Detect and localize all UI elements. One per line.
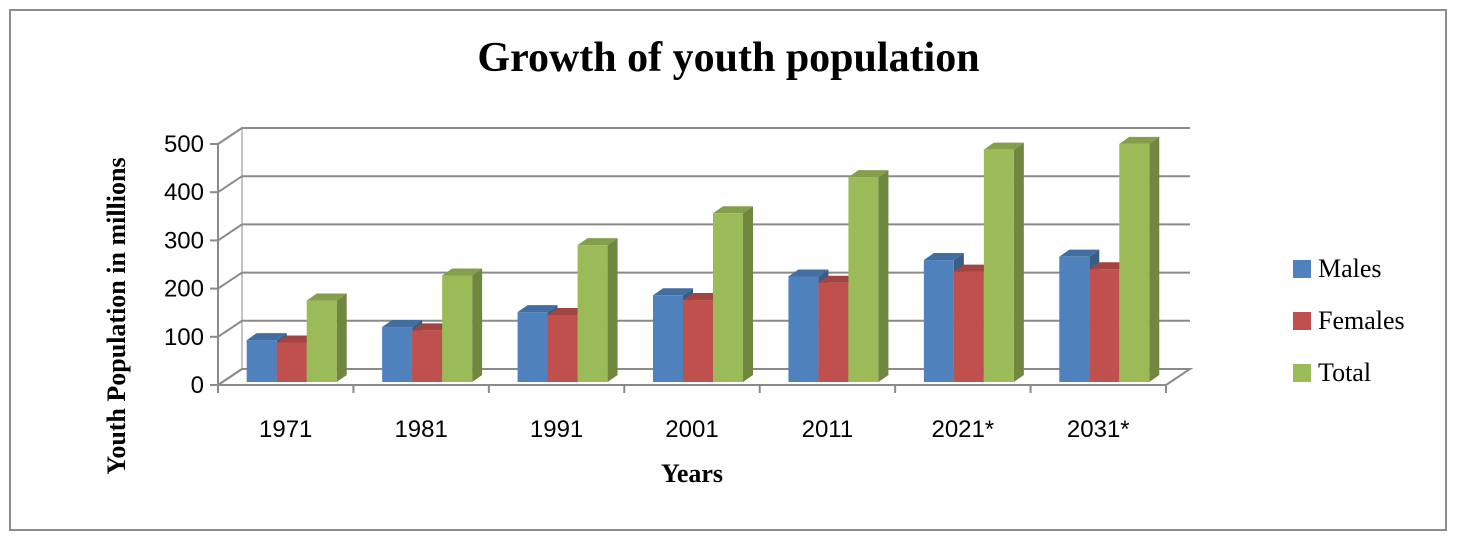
bar-front	[306, 300, 337, 382]
legend-label: Total	[1318, 358, 1372, 387]
bar-top	[653, 288, 693, 296]
x-tick-label: 2011	[802, 416, 854, 443]
bar-front	[818, 282, 849, 382]
bar-front	[517, 312, 548, 382]
legend-swatch	[1293, 312, 1311, 330]
bar-front	[246, 340, 277, 382]
bar-top	[517, 305, 558, 313]
bar-top	[382, 320, 423, 328]
bar-top	[577, 238, 618, 246]
tick-labels: 0 100 200 300 400 500 1971 1981 1991 2001 2011 2021…	[164, 131, 1130, 443]
bar-top	[442, 268, 483, 276]
bar-front	[953, 271, 984, 382]
bar-top	[713, 206, 753, 214]
bar-total-2001	[713, 206, 753, 382]
bar-front	[1059, 256, 1090, 382]
bars	[246, 136, 1160, 382]
legend-item-males: Males	[1293, 243, 1405, 295]
bar-front	[713, 213, 743, 382]
y-tick-label: 200	[164, 276, 204, 303]
bar-front	[577, 245, 608, 382]
legend-item-females: Females	[1293, 295, 1405, 347]
bar-front	[653, 295, 683, 382]
bar-side	[878, 170, 889, 382]
gridline	[217, 223, 1190, 242]
bar-top	[848, 170, 889, 178]
gridline	[217, 127, 1190, 145]
bar-front	[848, 177, 879, 382]
bar-front	[923, 260, 954, 382]
x-tick-label: 2031*	[1067, 416, 1130, 443]
bar-front	[683, 300, 713, 382]
x-tick-label: 1971	[259, 416, 312, 443]
bar-top	[788, 269, 829, 277]
bar-total-2011	[848, 170, 889, 382]
bar-side	[472, 268, 483, 382]
gridline	[217, 175, 1190, 194]
bar-side	[336, 293, 347, 382]
bar-top	[306, 293, 347, 301]
bar-total-1991	[577, 238, 618, 382]
bar-top	[923, 253, 964, 261]
legend-label: Females	[1318, 306, 1405, 335]
y-tick-label: 100	[164, 324, 204, 351]
x-tick-label: 2021*	[931, 416, 994, 443]
bar-side	[1013, 142, 1024, 382]
legend: Males Females Total	[1293, 243, 1405, 399]
bar-total-1981	[442, 268, 483, 382]
bar-front	[1119, 143, 1150, 382]
bar-front	[442, 275, 473, 382]
bar-top	[1119, 136, 1160, 144]
bar-top	[983, 142, 1024, 150]
axes	[210, 128, 1167, 393]
gridline	[217, 271, 1190, 290]
bar-side	[1149, 136, 1160, 382]
chart-title: Growth of youth population	[477, 35, 980, 81]
bar-front	[382, 327, 413, 382]
bar-side	[607, 238, 618, 382]
x-tick-label: 1981	[394, 416, 447, 443]
bar-front	[276, 342, 307, 382]
legend-item-total: Total	[1293, 347, 1405, 399]
x-axis-label: Years	[660, 459, 724, 488]
bar-front	[1089, 269, 1120, 382]
bar-total-2021*	[983, 142, 1024, 382]
bar-total-2031*	[1119, 136, 1160, 382]
bar-side	[743, 206, 753, 382]
legend-label: Males	[1318, 254, 1382, 283]
y-tick-label: 400	[164, 179, 204, 206]
y-tick-label: 500	[164, 131, 204, 158]
legend-swatch	[1293, 364, 1311, 382]
bar-top	[246, 333, 287, 341]
bar-total-1971	[306, 293, 347, 382]
legend-swatch	[1293, 260, 1311, 278]
bar-front	[983, 149, 1014, 382]
x-tick-label: 2001	[665, 416, 718, 443]
bar-front	[547, 315, 578, 382]
bar-front	[412, 330, 443, 382]
y-tick-label: 300	[164, 227, 204, 254]
y-tick-label: 0	[191, 372, 204, 399]
bar-top	[1059, 249, 1100, 257]
bar-front	[788, 276, 819, 382]
x-tick-label: 1991	[530, 416, 583, 443]
